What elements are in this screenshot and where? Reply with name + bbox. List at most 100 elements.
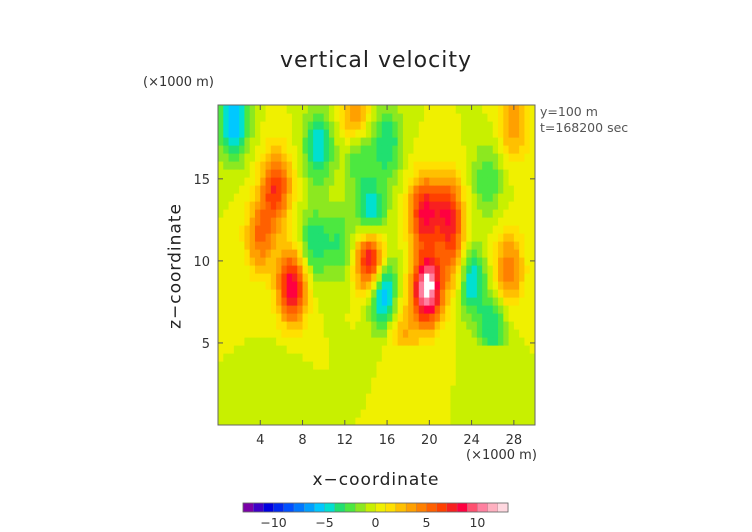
- heatmap-cell: [450, 233, 457, 242]
- heatmap-cell: [455, 249, 462, 258]
- heatmap-cell: [397, 233, 404, 242]
- heatmap-cell: [424, 337, 430, 346]
- heatmap-cell: [291, 281, 298, 290]
- heatmap-cell: [513, 177, 520, 186]
- heatmap-cell: [413, 361, 420, 370]
- heatmap-cell: [402, 361, 409, 370]
- heatmap-cell: [429, 233, 436, 242]
- heatmap-cell: [323, 265, 330, 274]
- heatmap-cell: [381, 241, 388, 250]
- heatmap-cell: [281, 105, 288, 114]
- heatmap-cell: [450, 193, 457, 202]
- heatmap-cell: [445, 105, 452, 114]
- heatmap-cell: [519, 337, 526, 346]
- heatmap-cell: [418, 361, 425, 370]
- heatmap-cell: [439, 249, 446, 258]
- heatmap-cell: [455, 225, 462, 234]
- heatmap-cell: [218, 129, 224, 138]
- heatmap-cell: [297, 385, 304, 394]
- heatmap-cell: [260, 257, 267, 266]
- heatmap-cell: [392, 153, 399, 162]
- heatmap-cell: [439, 129, 446, 138]
- heatmap-cell: [445, 145, 452, 154]
- heatmap-cell: [455, 217, 462, 226]
- heatmap-cell: [281, 217, 288, 226]
- heatmap-cell: [244, 241, 251, 250]
- colorbar-swatch: [344, 502, 356, 513]
- colorbar-swatch: [365, 502, 376, 513]
- heatmap-cell: [482, 185, 489, 194]
- heatmap-cell: [429, 353, 436, 362]
- heatmap-cell: [498, 409, 504, 418]
- heatmap-cell: [402, 353, 409, 362]
- heatmap-cell: [376, 233, 383, 242]
- heatmap-cell: [429, 153, 436, 162]
- heatmap-cell: [471, 313, 478, 322]
- heatmap-cell: [218, 225, 224, 234]
- heatmap-cell: [434, 281, 441, 290]
- heatmap-cell: [482, 385, 489, 394]
- heatmap-cell: [313, 129, 319, 138]
- heatmap-cell: [223, 241, 230, 250]
- heatmap-cell: [355, 321, 362, 330]
- heatmap-cell: [519, 385, 526, 394]
- heatmap-cell: [286, 313, 293, 322]
- heatmap-cell: [397, 169, 404, 178]
- heatmap-cell: [233, 345, 240, 354]
- heatmap-cell: [239, 209, 246, 218]
- heatmap-cell: [476, 249, 483, 258]
- heatmap-cell: [408, 137, 415, 146]
- heatmap-cell: [286, 361, 293, 370]
- heatmap-cell: [450, 289, 457, 298]
- heatmap-cell: [424, 113, 430, 122]
- heatmap-cell: [318, 241, 325, 250]
- heatmap-cell: [445, 225, 452, 234]
- heatmap-cell: [339, 313, 346, 322]
- heatmap-cell: [323, 401, 330, 410]
- colorbar-swatch: [354, 502, 366, 513]
- heatmap-cell: [376, 105, 383, 114]
- heatmap-cell: [265, 137, 272, 146]
- heatmap-cell: [461, 393, 467, 402]
- heatmap-cell: [360, 105, 367, 114]
- heatmap-cell: [334, 257, 341, 266]
- heatmap-cell: [334, 305, 341, 314]
- heatmap-cell: [524, 153, 531, 162]
- heatmap-cell: [445, 409, 452, 418]
- heatmap-cell: [334, 345, 341, 354]
- heatmap-cell: [239, 249, 246, 258]
- heatmap-cell: [307, 369, 314, 378]
- heatmap-cell: [318, 337, 325, 346]
- heatmap-cell: [413, 385, 420, 394]
- heatmap-cell: [339, 185, 346, 194]
- heatmap-cell: [387, 193, 393, 202]
- heatmap-cell: [424, 249, 430, 258]
- heatmap-cell: [482, 289, 489, 298]
- heatmap-cell: [376, 249, 383, 258]
- heatmap-cell: [239, 225, 246, 234]
- heatmap-cell: [387, 161, 393, 170]
- heatmap-cell: [270, 137, 277, 146]
- heatmap-cell: [445, 281, 452, 290]
- heatmap-cell: [265, 353, 272, 362]
- heatmap-cell: [492, 249, 499, 258]
- heatmap-cell: [297, 281, 304, 290]
- heatmap-cell: [276, 121, 282, 130]
- heatmap-cell: [471, 345, 478, 354]
- heatmap-cell: [387, 385, 393, 394]
- heatmap-cell: [249, 209, 256, 218]
- heatmap-cell: [313, 385, 319, 394]
- heatmap-cell: [323, 385, 330, 394]
- heatmap-cell: [376, 201, 383, 210]
- heatmap-cell: [318, 369, 325, 378]
- heatmap-cell: [270, 281, 277, 290]
- heatmap-cell: [302, 313, 309, 322]
- heatmap-cell: [519, 193, 526, 202]
- heatmap-cell: [439, 121, 446, 130]
- heatmap-cell: [524, 417, 531, 425]
- heatmap-cell: [244, 113, 251, 122]
- heatmap-cell: [387, 217, 393, 226]
- heatmap-cell: [524, 217, 531, 226]
- heatmap-cell: [249, 145, 256, 154]
- heatmap-cell: [344, 289, 351, 298]
